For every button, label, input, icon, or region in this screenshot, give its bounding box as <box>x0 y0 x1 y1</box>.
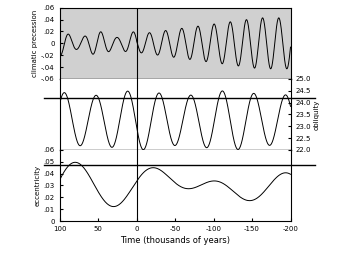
Y-axis label: obliquity: obliquity <box>314 99 320 129</box>
Y-axis label: eccentricity: eccentricity <box>35 165 41 206</box>
X-axis label: Time (thousands of years): Time (thousands of years) <box>120 236 230 245</box>
Y-axis label: climatic precession: climatic precession <box>32 10 38 77</box>
